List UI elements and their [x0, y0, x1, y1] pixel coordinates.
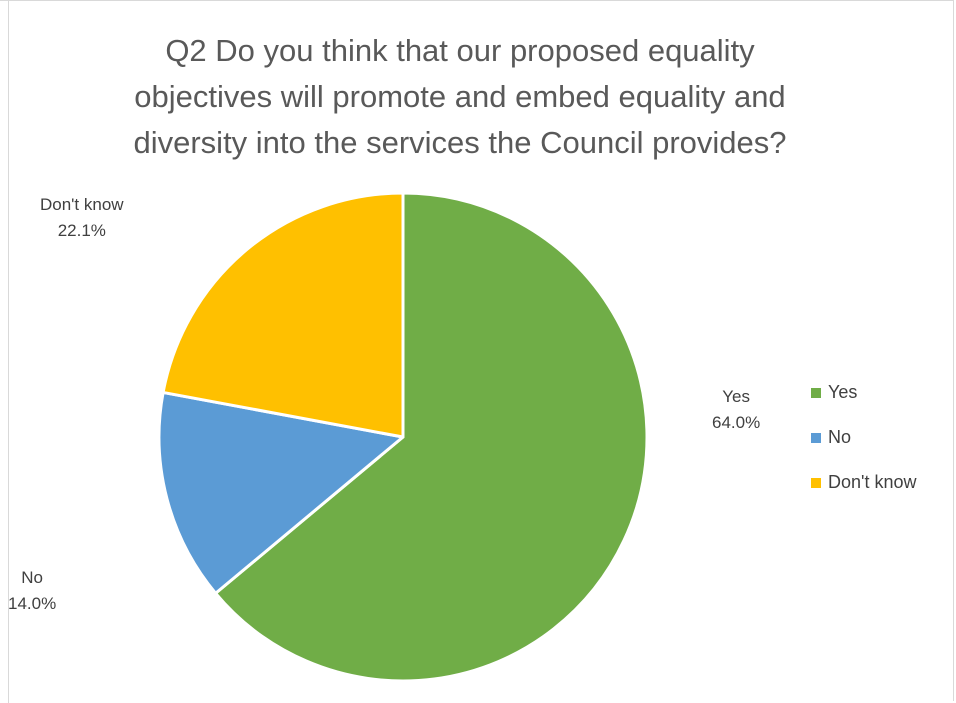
data-label-yes: Yes 64.0%	[712, 384, 760, 436]
data-label-no-category: No	[21, 568, 43, 587]
chart-title-line-3: diversity into the services the Council …	[133, 125, 787, 160]
legend-label-no: No	[828, 427, 852, 447]
chart-frame-left-edge	[8, 0, 9, 703]
pie-slices	[157, 191, 649, 683]
pie-slice-yes	[214, 191, 649, 683]
legend-label-dont-know: Don't know	[828, 472, 917, 492]
legend-swatch-no	[811, 433, 821, 443]
chart-title-line-1: Q2 Do you think that our proposed equali…	[165, 33, 755, 68]
data-label-no: No 14.0%	[8, 565, 56, 617]
chart-title-line-2: objectives will promote and embed equali…	[134, 79, 786, 114]
chart-title: Q2 Do you think that our proposed equali…	[90, 28, 830, 166]
data-label-dont-know-category: Don't know	[40, 195, 124, 214]
data-label-yes-value: 64.0%	[712, 413, 761, 432]
data-label-dont-know: Don't know 22.1%	[40, 192, 124, 244]
data-label-yes-category: Yes	[722, 387, 750, 406]
legend-label-yes: Yes	[828, 382, 858, 402]
pie-slice-no	[157, 390, 405, 595]
data-label-no-value: 14.0%	[8, 594, 57, 613]
legend-swatch-yes	[811, 388, 821, 398]
pie-slice-dont-know	[161, 191, 405, 439]
legend-swatch-dont-know	[811, 478, 821, 488]
data-label-dont-know-value: 22.1%	[57, 221, 106, 240]
